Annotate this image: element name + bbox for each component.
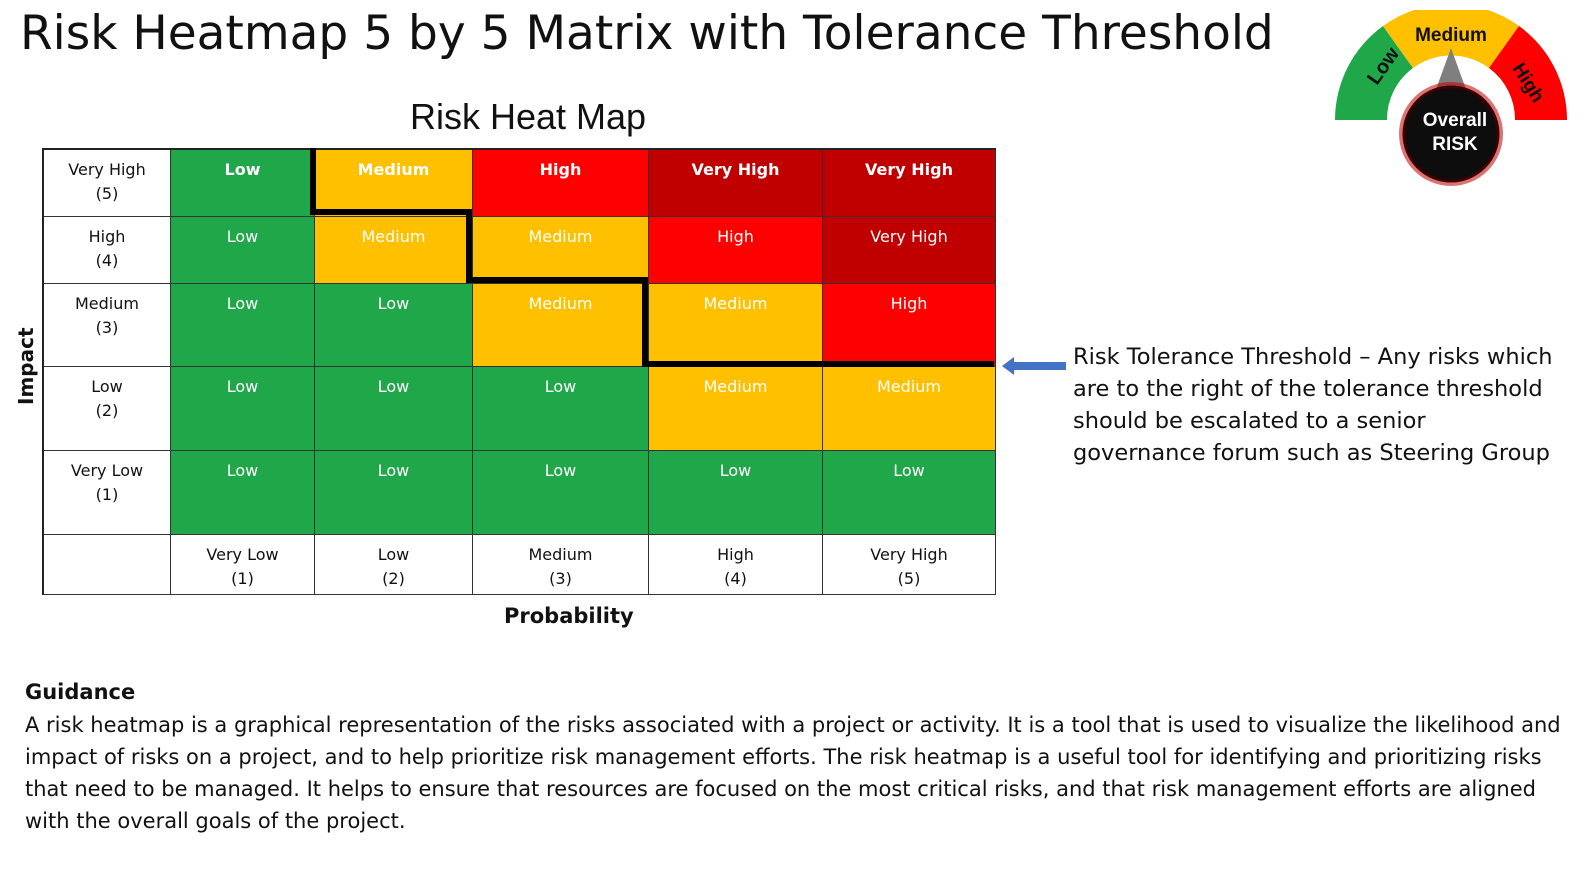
gauge-high-segment: [1489, 26, 1567, 120]
risk-cell: Low: [171, 451, 315, 535]
impact-row-header-value: (3): [95, 318, 119, 337]
risk-cell: Medium: [315, 217, 473, 284]
tolerance-threshold-segment: [310, 148, 316, 215]
impact-row-header-value: (5): [95, 184, 119, 203]
probability-col-header-value: (4): [724, 569, 747, 588]
tolerance-threshold-segment: [466, 277, 648, 283]
risk-cell: High: [823, 284, 996, 367]
tolerance-threshold-segment: [642, 277, 648, 366]
impact-axis-label: Impact: [14, 327, 38, 405]
gauge-center-line1: Overall: [1423, 110, 1487, 131]
impact-row-header-value: (1): [95, 485, 119, 504]
gauge-medium-segment: [1383, 10, 1519, 68]
risk-cell: Medium: [315, 150, 473, 217]
impact-row-header: Medium (3): [44, 284, 171, 367]
probability-col-header-label: High: [717, 545, 754, 564]
gauge-needle: [1435, 48, 1467, 92]
guidance-text: A risk heatmap is a graphical representa…: [25, 713, 1561, 833]
impact-row-header: Very Low (1): [44, 451, 171, 535]
probability-col-header-label: Very Low: [206, 545, 279, 564]
probability-col-header: Medium (3): [473, 535, 649, 595]
risk-cell: Low: [315, 451, 473, 535]
impact-row-header: High (4): [44, 217, 171, 284]
tolerance-threshold-segment: [642, 361, 994, 367]
risk-cell: Low: [649, 451, 823, 535]
heatmap-title: Risk Heat Map: [410, 96, 647, 137]
probability-col-header-value: (1): [231, 569, 254, 588]
probability-col-header: Low (2): [315, 535, 473, 595]
risk-cell: Low: [171, 150, 315, 217]
impact-row-header-label: Medium: [75, 294, 139, 313]
probability-col-header-value: (2): [382, 569, 405, 588]
page-title: Risk Heatmap 5 by 5 Matrix with Toleranc…: [20, 6, 1274, 61]
impact-row-header-value: (4): [95, 251, 119, 270]
guidance-heading: Guidance: [25, 680, 136, 704]
impact-row-header-label: Low: [91, 377, 123, 396]
risk-matrix-grid: Very High (5) Low Medium High Very High Very H…: [42, 148, 996, 595]
probability-col-header-label: Very High: [870, 545, 948, 564]
risk-cell: Very High: [649, 150, 823, 217]
risk-cell: High: [473, 150, 649, 217]
matrix-corner: [44, 535, 171, 595]
left-arrow-icon: [1002, 357, 1066, 375]
impact-row-header-label: Very High: [68, 160, 146, 179]
risk-cell: Very High: [823, 150, 996, 217]
risk-heatmap: Very High (5) Low Medium High Very High Very H…: [42, 148, 996, 595]
probability-col-header: Very High (5): [823, 535, 996, 595]
probability-col-header: Very Low (1): [171, 535, 315, 595]
gauge-low-segment: [1335, 26, 1413, 120]
probability-col-header-value: (3): [549, 569, 572, 588]
risk-cell: Low: [171, 367, 315, 451]
tolerance-threshold-segment: [466, 209, 472, 282]
risk-cell: Medium: [473, 284, 649, 367]
risk-cell: Low: [315, 284, 473, 367]
risk-cell: Low: [171, 284, 315, 367]
risk-cell: Low: [315, 367, 473, 451]
impact-row-header-value: (2): [95, 401, 119, 420]
probability-col-header-label: Medium: [528, 545, 593, 564]
probability-col-header-label: Low: [377, 545, 410, 564]
risk-cell: Low: [473, 367, 649, 451]
risk-cell: Low: [171, 217, 315, 284]
risk-cell: Very High: [823, 217, 996, 284]
risk-cell: Low: [823, 451, 996, 535]
impact-row-header: Very High (5): [44, 150, 171, 217]
probability-col-header-value: (5): [897, 569, 921, 588]
risk-cell: Medium: [473, 217, 649, 284]
impact-row-header-label: High: [88, 227, 126, 246]
risk-cell: Low: [473, 451, 649, 535]
overall-risk-gauge: Low Medium High Overall RISK: [1335, 10, 1567, 186]
risk-cell: Medium: [649, 367, 823, 451]
impact-row-header-label: Very Low: [70, 461, 144, 480]
gauge-center-line2: RISK: [1432, 134, 1478, 155]
probability-col-header: High (4): [649, 535, 823, 595]
risk-cell: Medium: [823, 367, 996, 451]
tolerance-threshold-note: Risk Tolerance Threshold – Any risks whi…: [1073, 344, 1553, 466]
tolerance-threshold-segment: [310, 209, 472, 215]
risk-cell: High: [649, 217, 823, 284]
impact-row-header: Low (2): [44, 367, 171, 451]
probability-axis-label: Probability: [504, 604, 634, 628]
gauge-medium-label: Medium: [1415, 25, 1487, 46]
risk-cell: Medium: [649, 284, 823, 367]
